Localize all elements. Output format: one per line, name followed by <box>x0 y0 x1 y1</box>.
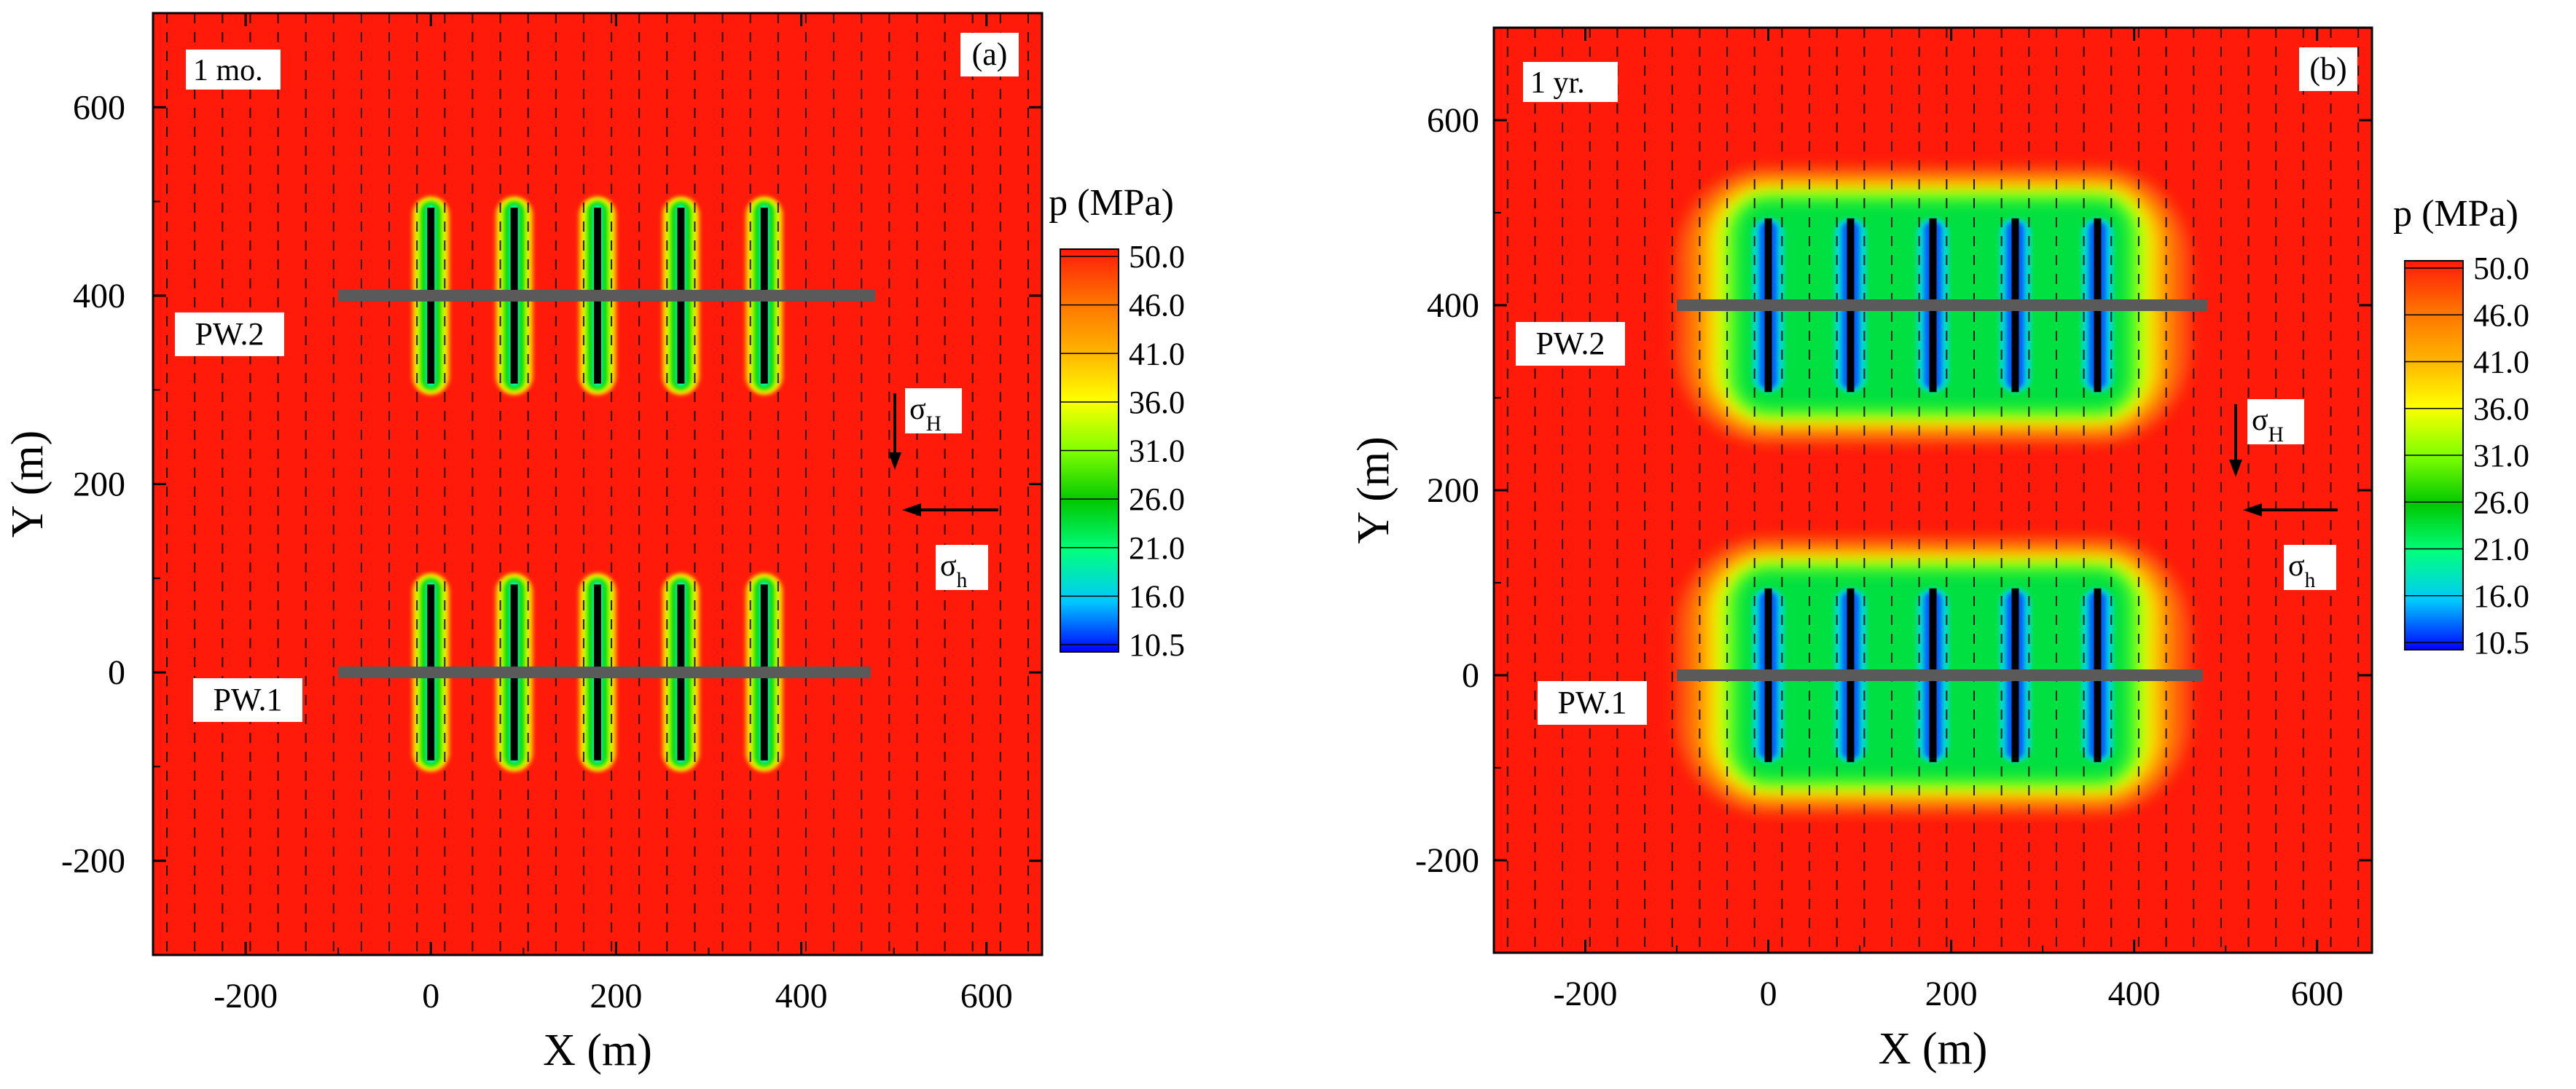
well-label-box <box>175 312 284 356</box>
panel-label-box <box>2299 47 2357 91</box>
colorbar-tick-label: 50.0 <box>2473 251 2529 286</box>
plot-area <box>153 13 1042 955</box>
colorbar-tick-label: 21.0 <box>2473 532 2529 567</box>
panel-a: -200 0 200 400 600 -200 0 200 400 600 X (m) Y (m) 1 … <box>3 12 1185 1075</box>
sigma-h-label: σh <box>940 549 968 592</box>
colorbar-tick-label: 31.0 <box>2473 438 2529 473</box>
colorbar-tick-label: 21.0 <box>1129 530 1185 566</box>
sigma-h-label: σh <box>2288 549 2316 592</box>
colorbar-tick-label: 10.5 <box>2473 625 2529 661</box>
colorbar-tick-label: 36.0 <box>2473 391 2529 427</box>
time-label: 1 mo. <box>193 54 263 87</box>
y-tick-label: 0 <box>108 653 125 692</box>
x-tick-label: -200 <box>1554 975 1618 1013</box>
time-label-box <box>186 50 281 90</box>
x-axis-label: X (m) <box>1879 1024 1988 1074</box>
colorbar-title: p (MPa) <box>1049 182 1174 224</box>
y-tick-label: 400 <box>1427 286 1479 325</box>
colorbar-tick-label: 50.0 <box>1129 239 1185 275</box>
sigma-H-label: σH <box>2252 404 2284 447</box>
colorbar-tick-label: 46.0 <box>1129 288 1185 323</box>
colorbar-tick-label: 16.0 <box>2473 578 2529 614</box>
colorbar-tick-label: 10.5 <box>1129 627 1185 663</box>
y-tick-label: 600 <box>73 88 125 127</box>
colorbar-title: p (MPa) <box>2393 193 2518 235</box>
colorbar-tick-label: 36.0 <box>1129 385 1185 420</box>
well-label: PW.2 <box>1536 326 1605 361</box>
well-label-box <box>1538 681 1647 725</box>
sigma-H-arrowhead <box>2229 460 2242 477</box>
x-tick-label: 200 <box>1925 975 1978 1013</box>
colorbar-tick-label: 41.0 <box>1129 336 1185 371</box>
colorbar-tick-label: 41.0 <box>2473 345 2529 380</box>
x-tick-label: 600 <box>960 977 1013 1015</box>
y-tick-label: 200 <box>1427 471 1479 510</box>
well-label: PW.2 <box>195 316 265 352</box>
sigma-h-label-box <box>2284 545 2336 590</box>
colorbar-tick-label: 46.0 <box>2473 297 2529 333</box>
x-tick-label: 400 <box>775 977 828 1015</box>
panel-label: (b) <box>2309 51 2346 87</box>
colorbar-tick-label: 26.0 <box>2473 484 2529 520</box>
sigma-h-label-box <box>936 545 988 590</box>
well-label: PW.1 <box>1558 685 1627 720</box>
stress-field-lines <box>166 13 1029 955</box>
colorbar-tick-label: 16.0 <box>1129 578 1185 614</box>
pressure-background <box>1494 28 2372 953</box>
y-tick-label: 0 <box>1462 656 1479 695</box>
y-tick-label: 400 <box>73 277 125 315</box>
panel-b: -200 0 200 400 600 -200 0 200 400 600 X (m) Y (m) 1 … <box>1349 26 2529 1074</box>
x-tick-label: 200 <box>590 977 642 1015</box>
time-label: 1 yr. <box>1530 66 1585 100</box>
panel-label-box <box>960 33 1019 76</box>
well-label: PW.1 <box>214 682 283 718</box>
colorbar-tick-label: 26.0 <box>1129 481 1185 517</box>
x-tick-label: -200 <box>214 977 278 1015</box>
y-tick-label: -200 <box>1415 841 1479 880</box>
x-tick-label: 0 <box>1760 975 1777 1013</box>
sigma-h-arrowhead <box>902 503 921 516</box>
well-label-box <box>193 678 302 723</box>
panel-label: (a) <box>972 36 1008 72</box>
x-axis-label: X (m) <box>543 1026 652 1075</box>
stress-field-lines <box>1506 28 2360 953</box>
colorbar-tick-label: 31.0 <box>1129 433 1185 469</box>
y-tick-label: -200 <box>61 842 125 881</box>
sigma-H-label-box <box>2247 399 2304 444</box>
x-tick-label: 600 <box>2291 975 2344 1013</box>
y-axis-label: Y (m) <box>3 431 52 538</box>
x-tick-label: 400 <box>2108 975 2161 1013</box>
sigma-h-arrowhead <box>2243 503 2262 516</box>
y-tick-label: 200 <box>73 465 125 504</box>
sigma-H-label: σH <box>909 393 941 436</box>
sigma-H-label-box <box>905 388 962 433</box>
x-tick-label: 0 <box>422 977 439 1015</box>
pressure-background <box>153 13 1042 955</box>
plot-area <box>1494 28 2372 953</box>
y-tick-label: 600 <box>1427 101 1479 140</box>
time-label-box <box>1523 62 1618 102</box>
sigma-H-arrowhead <box>888 452 901 470</box>
y-axis-label: Y (m) <box>1349 436 1398 544</box>
well-label-box <box>1516 322 1625 366</box>
